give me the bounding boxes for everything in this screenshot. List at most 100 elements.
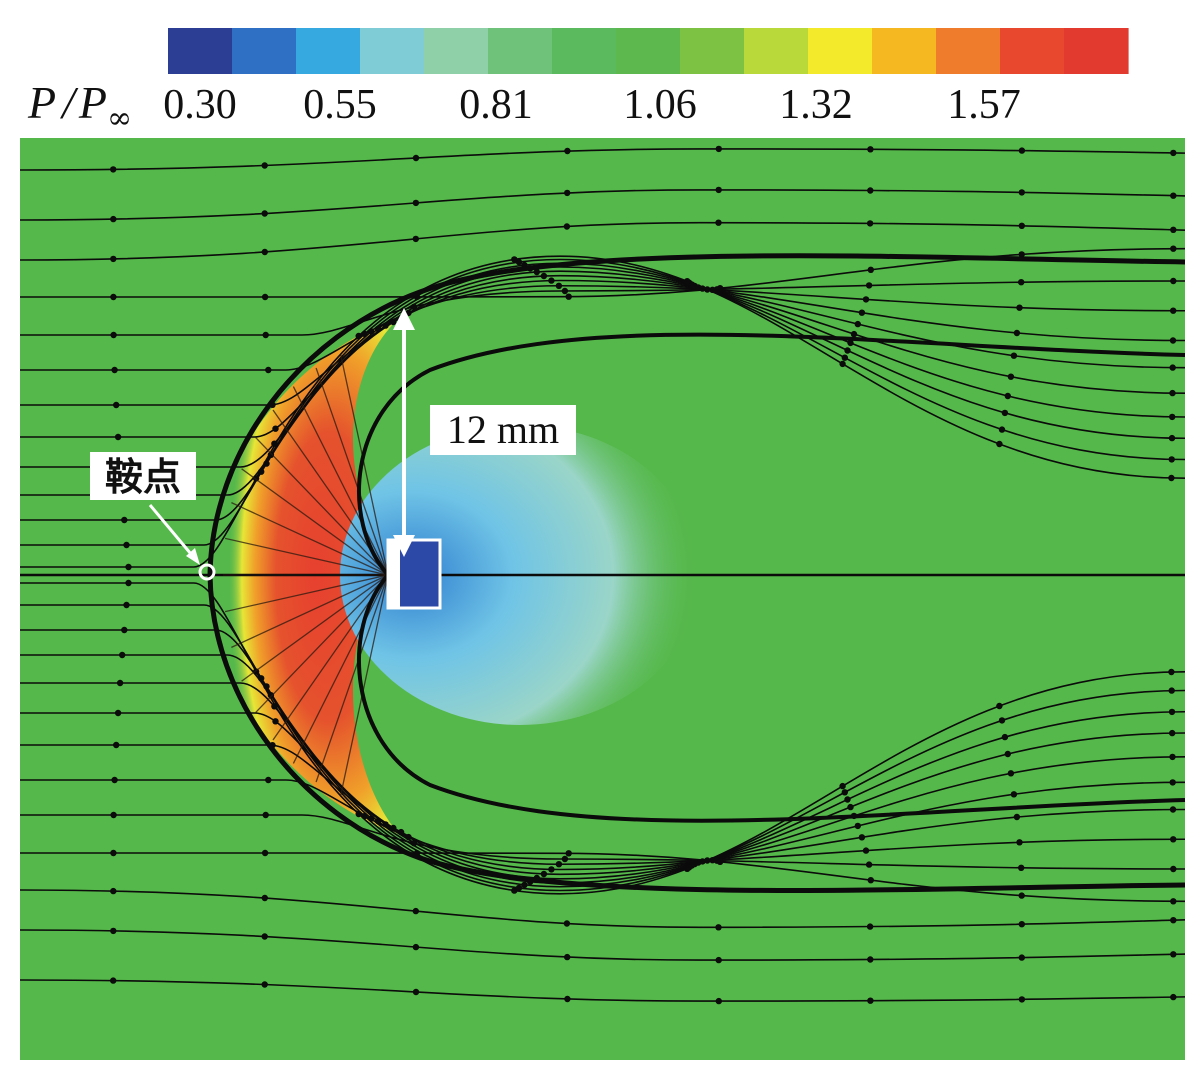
streamline xyxy=(20,712,1186,876)
streamline-arrow xyxy=(715,924,722,931)
streamline-arrow xyxy=(1170,226,1177,233)
streamline-arrow xyxy=(405,833,412,841)
streamline-arrow xyxy=(262,331,269,339)
streamline-arrow xyxy=(715,956,722,964)
streamline-arrow xyxy=(511,887,518,894)
streamline-arrow xyxy=(715,997,722,1005)
streamline-arrow xyxy=(1168,474,1175,482)
streamline-arrow xyxy=(121,516,128,524)
streamline-arrow xyxy=(867,146,874,153)
streamline-arrow xyxy=(111,776,118,784)
colorbar-segment xyxy=(360,28,425,74)
shock-layer-streamline xyxy=(231,574,389,648)
streamline-arrow xyxy=(1170,245,1177,252)
streamline-arrow xyxy=(862,847,870,854)
streamline-arrow xyxy=(511,256,518,263)
streamline-arrow xyxy=(355,332,362,340)
streamline-arrow xyxy=(1169,389,1176,397)
streamline-arrow xyxy=(1004,392,1011,400)
streamline-arrow xyxy=(996,440,1003,448)
model-front-face xyxy=(388,540,400,608)
streamline-arrow xyxy=(867,997,874,1004)
streamline-arrow xyxy=(267,692,275,699)
colorbar-tick-label: 1.57 xyxy=(947,82,1021,128)
colorbar-segment xyxy=(936,28,1001,74)
streamline-arrow xyxy=(865,861,873,868)
streamline-arrow xyxy=(1018,147,1026,154)
streamline-arrow xyxy=(412,235,419,243)
streamline-arrow xyxy=(715,219,722,226)
streamline-arrow xyxy=(123,601,130,609)
streamline-arrow xyxy=(1169,753,1176,761)
streamline-arrow xyxy=(515,258,523,266)
streamline-arrow xyxy=(515,884,523,892)
colorbar-tick-label: 0.30 xyxy=(163,82,237,128)
streamline-arrow xyxy=(1168,434,1176,442)
streamline-arrow xyxy=(110,927,117,935)
streamline-arrow xyxy=(412,199,420,207)
shock-layer-streamline xyxy=(224,574,389,613)
dimension-label: 12 mm xyxy=(447,407,559,452)
colorbar-tick-label: 0.81 xyxy=(459,82,533,128)
streamline-arrow xyxy=(261,849,269,857)
streamline-arrow xyxy=(116,679,124,687)
streamline-arrow xyxy=(119,651,126,659)
streamline-arrow xyxy=(1170,307,1177,314)
shock-layer-streamline xyxy=(292,386,389,576)
colorbar-segment xyxy=(616,28,681,74)
streamline-arrow xyxy=(847,339,854,347)
variable-separator: / xyxy=(59,77,79,128)
streamline-arrow xyxy=(1169,413,1176,421)
dimension-arrow xyxy=(393,308,415,557)
streamline-arrow xyxy=(715,186,722,194)
streamline xyxy=(20,779,1186,866)
streamline xyxy=(20,852,1186,903)
streamline-arrow xyxy=(121,626,128,634)
streamline-arrow xyxy=(865,282,873,289)
streamline-arrow xyxy=(114,709,122,717)
streamline-arrow xyxy=(261,210,268,217)
saddle-point-label: 鞍点 xyxy=(105,455,181,499)
saddle-pointer xyxy=(148,504,198,561)
streamline-arrow xyxy=(564,953,571,961)
streamline-arrow xyxy=(1168,668,1175,676)
colorbar-segment xyxy=(1064,28,1129,74)
streamline-arrow xyxy=(1169,364,1176,371)
streamline-arrow xyxy=(850,330,858,338)
high-pressure-region xyxy=(210,318,400,835)
streamline xyxy=(20,744,1186,871)
streamline-arrow xyxy=(110,293,117,301)
streamline-arrow xyxy=(110,215,117,223)
colorbar-tick-label: 1.06 xyxy=(623,82,697,128)
streamline-arrow xyxy=(561,855,569,863)
streamline-arrow xyxy=(1018,864,1025,871)
streamline-arrow xyxy=(1018,954,1025,961)
shock-layer-streamline xyxy=(340,354,389,576)
colorbar-segment xyxy=(808,28,873,74)
streamline-arrow xyxy=(412,154,420,162)
streamline-arrow xyxy=(1170,836,1177,843)
streamline-arrow xyxy=(1010,791,1018,798)
streamline-arrow xyxy=(684,278,691,285)
saddle-point-marker xyxy=(198,563,216,581)
streamline-arrow xyxy=(862,296,870,303)
streamline-arrow xyxy=(261,293,269,301)
streamline-arrow xyxy=(555,861,563,868)
streamline-arrow xyxy=(1007,373,1015,380)
streamline-arrow xyxy=(1018,189,1025,196)
streamline-arrow xyxy=(1007,770,1015,777)
streamline-arrow xyxy=(261,248,268,256)
streamline-arrow xyxy=(1018,892,1025,899)
colorbar-segment xyxy=(296,28,361,74)
shock-layer-streamline xyxy=(292,574,389,764)
streamline-arrow xyxy=(1013,329,1021,337)
streamline-arrow xyxy=(1001,409,1009,417)
colorbar-ticks: 0.30 0.55 0.81 1.06 1.32 1.57 xyxy=(163,82,1021,128)
streamline xyxy=(20,255,1186,568)
streamline-arrow xyxy=(114,433,122,441)
streamline-arrow xyxy=(998,426,1006,433)
colorbar-segment xyxy=(168,28,233,74)
streamline-arrow xyxy=(111,366,118,374)
streamline-arrow xyxy=(854,822,861,830)
streamline-arrow xyxy=(839,782,846,790)
